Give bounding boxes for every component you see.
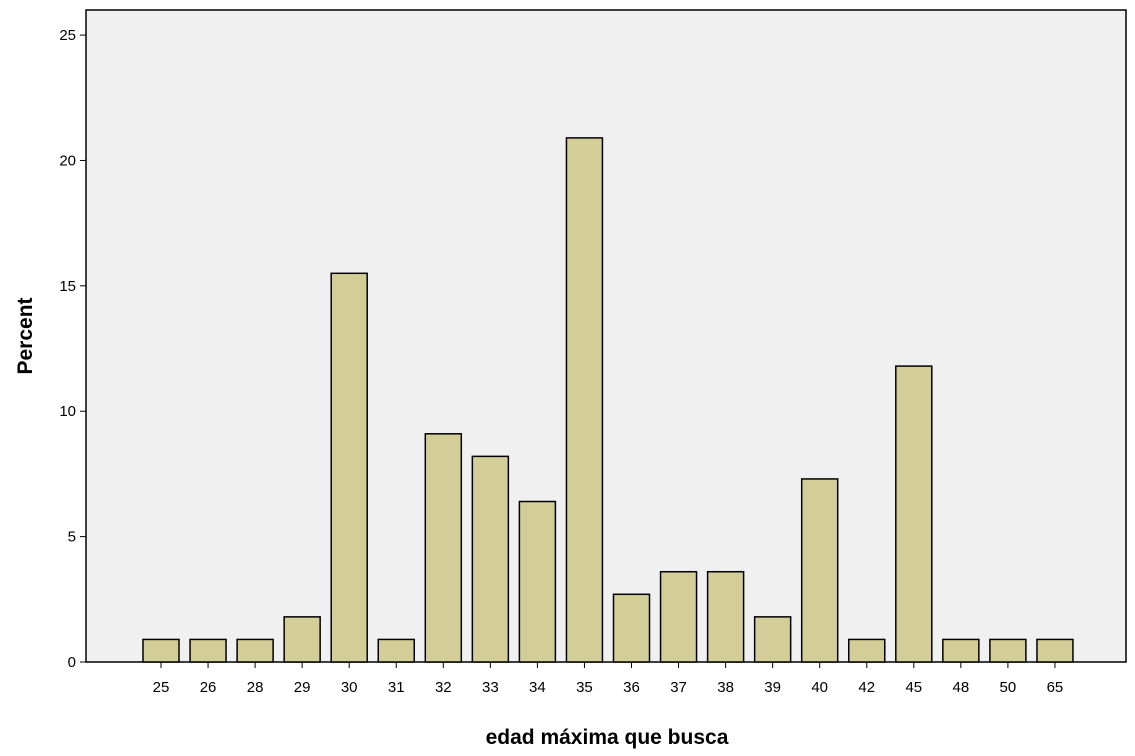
bar-33: [471, 455, 510, 663]
bar-34: [518, 500, 557, 663]
y-tick-label: 20: [59, 152, 76, 169]
bar-50: [989, 638, 1027, 663]
y-tick-label: 10: [59, 403, 76, 420]
bar-25: [142, 638, 180, 663]
x-axis: 25 26 28 29 30 31 32 33 34 35 36 37 38 39 40 42 45 48 50 65: [153, 662, 1064, 696]
bar-35: [565, 137, 604, 663]
x-tick-label: 35: [576, 679, 593, 696]
bar-30: [330, 272, 368, 663]
x-tick-label: 31: [388, 679, 405, 696]
x-tick-label: 34: [529, 679, 546, 696]
bar-32: [424, 433, 463, 663]
x-tick-label: 32: [435, 679, 452, 696]
x-tick-label: 37: [670, 679, 687, 696]
bar-38: [706, 570, 745, 663]
y-tick-label: 0: [68, 654, 76, 671]
x-tick-label: 28: [247, 679, 264, 696]
x-tick-label: 48: [953, 679, 970, 696]
x-tick-label: 65: [1047, 679, 1064, 696]
x-tick-label: 26: [200, 679, 217, 696]
y-tick-label: 15: [59, 278, 76, 295]
bar-29: [283, 616, 321, 663]
x-tick-label: 42: [858, 679, 875, 696]
bar-42: [848, 638, 886, 663]
bar-36: [612, 593, 651, 663]
x-tick-label: 50: [1000, 679, 1017, 696]
x-tick-label: 39: [764, 679, 781, 696]
bar-26: [189, 638, 227, 663]
bar-37: [659, 570, 698, 663]
y-tick-label: 5: [68, 529, 76, 546]
x-axis-title: edad máxima que busca: [486, 726, 729, 749]
bar-31: [377, 638, 415, 663]
bar-28: [236, 638, 274, 663]
x-tick-label: 33: [482, 679, 499, 696]
x-tick-label: 36: [623, 679, 640, 696]
bar-40: [800, 478, 839, 663]
bar-65: [1036, 638, 1074, 663]
bar-45: [895, 365, 933, 663]
x-tick-label: 29: [294, 679, 311, 696]
x-tick-label: 30: [341, 679, 358, 696]
y-tick-label: 25: [59, 27, 76, 44]
bar-39: [753, 616, 792, 663]
x-tick-label: 45: [905, 679, 922, 696]
bars: [142, 137, 1074, 663]
x-tick-label: 40: [811, 679, 828, 696]
y-axis-title: Percent: [14, 297, 37, 374]
y-axis: 0 5 10 15 20 25: [59, 27, 86, 671]
x-tick-label: 38: [717, 679, 734, 696]
x-tick-label: 25: [153, 679, 170, 696]
bar-48: [942, 638, 980, 663]
plot-area: [85, 9, 1127, 663]
